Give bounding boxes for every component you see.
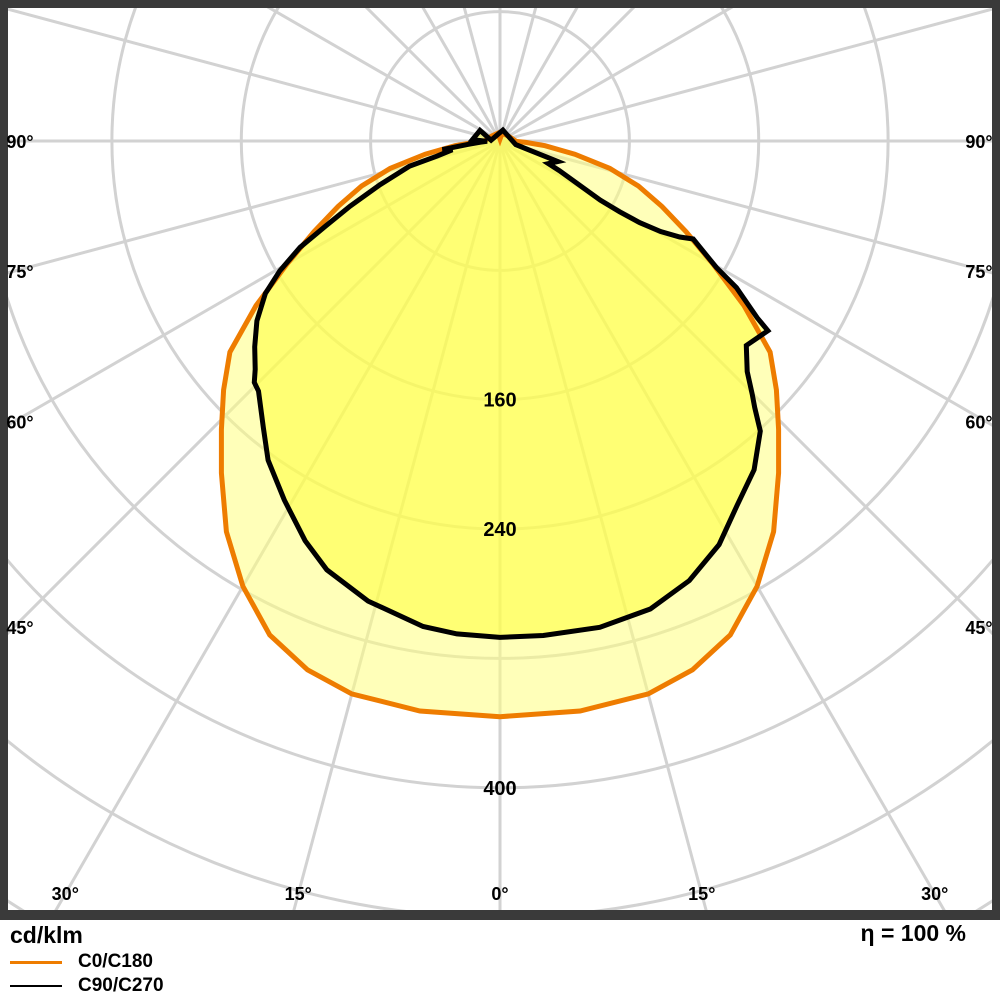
- angle-label-right: 60°: [965, 413, 992, 433]
- legend-item-c90: C90/C270: [10, 974, 164, 998]
- angle-label-bottom: 30°: [921, 884, 948, 904]
- angle-labels: 90° 90° 75° 75° 60° 60° 45° 45° 30° 15° 0° 15° 30°: [6, 132, 992, 904]
- unit-label: cd/klm: [10, 922, 83, 948]
- c0-curve: [218, 129, 782, 720]
- ring-value-label: 240: [483, 519, 516, 541]
- angle-label-bottom: 15°: [688, 884, 715, 904]
- angle-label-right: 75°: [965, 262, 992, 282]
- angle-label-bottom: 15°: [285, 884, 312, 904]
- angle-label-bottom: 0°: [491, 884, 508, 904]
- angle-label-bottom: 30°: [52, 884, 79, 904]
- angle-label-left: 90°: [6, 132, 33, 152]
- c90-curve: [251, 126, 772, 640]
- angle-label-right: 90°: [965, 132, 992, 152]
- legend-item-c0: C0/C180: [10, 950, 164, 974]
- angle-label-left: 75°: [6, 262, 33, 282]
- angle-label-left: 45°: [6, 618, 33, 638]
- c90-line-swatch: [10, 985, 62, 987]
- ring-value-label: 160: [483, 390, 516, 412]
- legend-label-c90: C90/C270: [78, 975, 164, 996]
- legend: C0/C180 C90/C270: [10, 950, 164, 998]
- efficiency-label: η = 100 %: [860, 920, 966, 946]
- legend-label-c0: C0/C180: [78, 951, 153, 972]
- angle-label-left: 60°: [6, 413, 33, 433]
- angle-label-right: 45°: [965, 618, 992, 638]
- c0-line-swatch: [10, 960, 62, 964]
- ring-labels: 160 240 400: [483, 390, 516, 800]
- c90-region-fill: [254, 130, 768, 638]
- ring-value-label: 400: [483, 778, 516, 800]
- chart-border: [0, 0, 1000, 920]
